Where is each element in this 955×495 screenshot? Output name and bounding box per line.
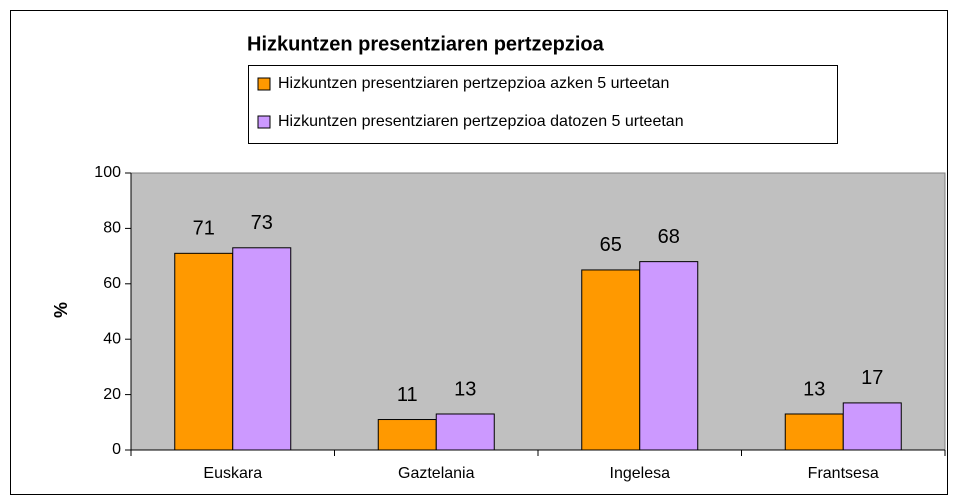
- y-tick-label: 60: [103, 275, 121, 292]
- bar: [377, 419, 437, 451]
- y-tick-label: 80: [103, 220, 121, 237]
- legend-swatch: [257, 77, 271, 91]
- x-tick-label: Gaztelania: [398, 465, 475, 482]
- legend: [248, 65, 838, 144]
- bar: [784, 413, 844, 451]
- bar: [581, 269, 641, 451]
- bar: [639, 261, 699, 451]
- y-axis-label: %: [51, 302, 71, 318]
- data-label: 13: [454, 378, 476, 400]
- bar: [842, 402, 902, 451]
- y-tick-label: 40: [103, 330, 121, 347]
- data-label: 17: [861, 367, 883, 389]
- data-label: 71: [193, 218, 215, 240]
- bar: [232, 247, 292, 451]
- x-tick-label: Euskara: [203, 465, 262, 482]
- legend-swatch: [257, 115, 271, 129]
- data-label: 11: [397, 384, 418, 406]
- data-label: 13: [803, 378, 825, 400]
- y-tick-label: 100: [94, 164, 121, 181]
- data-label: 65: [600, 234, 622, 256]
- bar: [174, 252, 234, 451]
- x-tick-label: Frantsesa: [808, 465, 879, 482]
- data-label: 68: [658, 226, 680, 248]
- y-tick-label: 0: [112, 441, 121, 458]
- legend-label: Hizkuntzen presentziaren pertzepzioa dat…: [278, 113, 684, 130]
- y-tick-label: 20: [103, 386, 121, 403]
- chart-title: Hizkuntzen presentziaren pertzepzioa: [247, 33, 605, 55]
- x-tick-label: Ingelesa: [610, 465, 671, 482]
- legend-label: Hizkuntzen presentziaren pertzepzioa azk…: [278, 75, 669, 92]
- bar: [435, 413, 495, 451]
- data-label: 73: [251, 212, 273, 234]
